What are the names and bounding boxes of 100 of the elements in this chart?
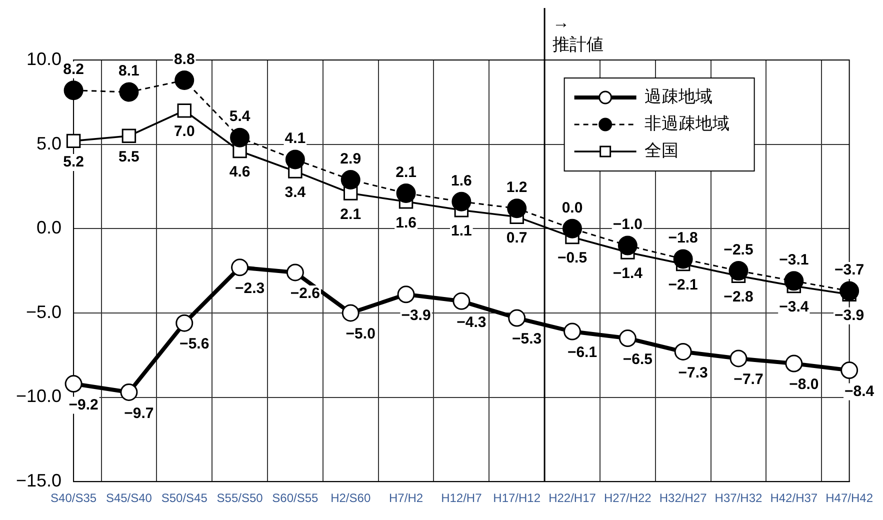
point (231, 258, 249, 276)
point (342, 304, 360, 322)
data-label: −2.3 (234, 280, 265, 298)
point (340, 170, 360, 190)
legend-label: 全国 (644, 141, 678, 160)
data-label: 5.2 (63, 154, 84, 171)
x-tick-label: H42/H37 (770, 491, 818, 506)
y-tick-label: −5.0 (26, 302, 62, 322)
point (673, 249, 693, 269)
data-label: −8.4 (844, 382, 875, 400)
data-label: −3.7 (834, 262, 864, 279)
data-label: −6.5 (622, 350, 652, 368)
point (508, 309, 526, 327)
data-label: 3.4 (284, 184, 306, 201)
data-label: 2.1 (340, 206, 362, 223)
data-label: −3.1 (779, 252, 809, 269)
point (396, 183, 416, 203)
point (507, 198, 527, 218)
data-label: −0.5 (557, 250, 588, 267)
point (618, 330, 636, 348)
y-tick-label: 10.0 (26, 48, 62, 69)
data-label: 7.0 (174, 123, 195, 140)
data-label: 8.2 (63, 60, 84, 78)
point (286, 264, 304, 282)
point (174, 70, 194, 90)
data-label: −8.0 (789, 376, 819, 394)
x-tick-label: H12/H7 (441, 491, 482, 506)
data-label: 5.5 (118, 148, 140, 166)
data-label: −1.4 (612, 264, 644, 282)
data-label: −7.7 (734, 371, 764, 388)
point (64, 80, 84, 100)
point (785, 354, 803, 372)
point (564, 322, 582, 340)
data-label: −2.5 (724, 241, 754, 258)
point (285, 150, 305, 170)
point (784, 271, 804, 291)
data-label: −5.0 (346, 326, 376, 343)
point (177, 103, 192, 118)
data-label: 1.6 (396, 214, 416, 232)
point (618, 236, 638, 256)
data-label: −1.0 (612, 216, 642, 234)
point (119, 82, 139, 102)
point (730, 350, 748, 368)
data-label: 2.9 (340, 150, 362, 168)
legend-label: 過疎地域 (644, 87, 712, 106)
x-tick-label: H2/S60 (330, 491, 371, 506)
data-label: 0.7 (506, 229, 528, 246)
x-tick-label: H32/H27 (659, 491, 708, 506)
y-tick-label: 5.0 (36, 133, 62, 154)
point (840, 362, 858, 380)
data-label: 1.2 (506, 179, 528, 196)
data-label: −2.8 (724, 288, 754, 306)
data-label: 1.1 (451, 222, 472, 240)
x-tick-label: S55/S50 (216, 491, 264, 506)
data-label: −3.9 (401, 307, 431, 324)
x-tick-label: S60/S55 (272, 491, 319, 506)
y-tick-label: −15.0 (16, 470, 62, 491)
data-label: 1.6 (451, 172, 472, 190)
y-tick-label: 0.0 (36, 218, 62, 238)
point (728, 261, 748, 281)
data-label: −3.9 (834, 307, 864, 324)
point (176, 314, 194, 332)
y-tick-label: −10.0 (16, 386, 62, 406)
x-tick-label: S50/S45 (161, 491, 208, 506)
data-label: −4.3 (456, 314, 486, 331)
data-label: 2.1 (396, 164, 416, 181)
point (122, 128, 136, 143)
x-tick-label: S40/S35 (50, 491, 97, 506)
point (452, 292, 470, 310)
x-tick-label: H22/H17 (548, 491, 596, 506)
point (230, 128, 250, 148)
x-tick-label: S45/S40 (106, 491, 152, 506)
data-label: −5.3 (512, 330, 542, 348)
data-label: −2.1 (668, 276, 698, 294)
point (562, 218, 582, 238)
x-tick-label: H7/H2 (389, 491, 424, 506)
data-label: −2.6 (290, 285, 320, 302)
x-tick-label: H47/H42 (826, 491, 874, 506)
ref-line-label: → 推計値 (552, 13, 604, 54)
x-tick-label: H37/H32 (714, 491, 762, 506)
point (840, 281, 860, 301)
point (397, 286, 415, 304)
data-label: −3.4 (779, 298, 810, 316)
data-label: −7.3 (678, 364, 708, 382)
point (120, 383, 138, 401)
data-label: 0.0 (562, 199, 583, 216)
data-label: 4.1 (284, 130, 306, 148)
data-label: −5.6 (180, 336, 210, 353)
data-label: −6.1 (567, 344, 598, 362)
data-label: 8.8 (174, 50, 195, 68)
data-label: −9.7 (124, 404, 154, 422)
point (674, 342, 692, 360)
legend-label: 非過疎地域 (644, 114, 730, 134)
data-label: −1.8 (668, 230, 698, 247)
x-tick-label: H27/H22 (604, 491, 652, 506)
x-tick-label: H17/H12 (493, 491, 541, 506)
data-label: 5.4 (229, 108, 251, 126)
data-label: 4.6 (229, 164, 250, 181)
data-label: −9.2 (68, 396, 98, 414)
point (64, 375, 82, 393)
